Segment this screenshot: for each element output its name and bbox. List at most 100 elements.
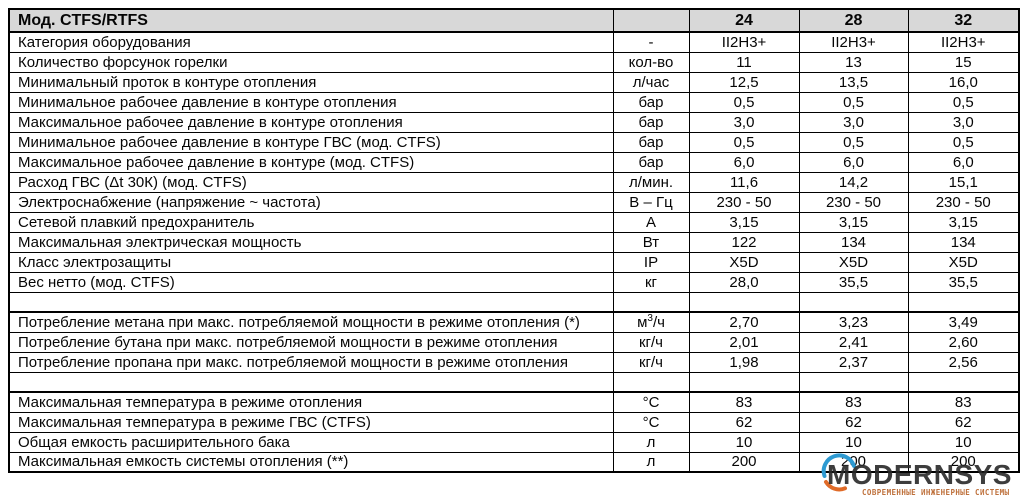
row-value: 0,5 [798, 91, 909, 113]
row-value: 15 [907, 51, 1020, 73]
row-value: 6,0 [907, 151, 1020, 173]
row-label: Максимальное рабочее давление в контуре … [8, 111, 614, 133]
row-value: 10 [688, 431, 800, 453]
row-value: 230 - 50 [688, 191, 800, 213]
spacer-row [8, 371, 1020, 393]
row-unit: кол-во [612, 51, 690, 73]
row-value: 0,5 [798, 131, 909, 153]
row-unit: °С [612, 411, 690, 433]
row-value: X5D [907, 251, 1020, 273]
row-label: Количество форсунок горелки [8, 51, 614, 73]
row-value: 200 [798, 451, 909, 473]
row-value: 6,0 [798, 151, 909, 173]
row-value: 15,1 [907, 171, 1020, 193]
row-label: Минимальный проток в контуре отопления [8, 71, 614, 93]
row-label [8, 371, 614, 393]
row-value: 200 [688, 451, 800, 473]
row-value: 12,5 [688, 71, 800, 93]
spacer-row [8, 291, 1020, 313]
table-title: Мод. CTFS/RTFS [8, 8, 614, 33]
row-value: 10 [907, 431, 1020, 453]
row-value: 62 [688, 411, 800, 433]
table-row: Электроснабжение (напряжение ~ частота) В… [8, 191, 1020, 213]
row-value: 3,0 [907, 111, 1020, 133]
row-label: Электроснабжение (напряжение ~ частота) [8, 191, 614, 213]
row-value: 83 [798, 391, 909, 413]
row-value: 0,5 [907, 91, 1020, 113]
row-value: X5D [688, 251, 800, 273]
row-value: 2,70 [688, 311, 800, 333]
row-label: Максимальная емкость системы отопления (… [8, 451, 614, 473]
row-value: 14,2 [798, 171, 909, 193]
row-label: Класс электрозащиты [8, 251, 614, 273]
table-row: Категория оборудования - II2H3+ II2H3+ II2H3… [8, 31, 1020, 53]
row-value: 134 [798, 231, 909, 253]
row-value: 3,15 [907, 211, 1020, 233]
table-row: Потребление бутана при макс. потребляемо… [8, 331, 1020, 353]
row-label: Общая емкость расширительного бака [8, 431, 614, 453]
row-value: 3,0 [688, 111, 800, 133]
row-value: 13,5 [798, 71, 909, 93]
row-label: Расход ГВС (Δt 30К) (мод. CTFS) [8, 171, 614, 193]
row-value: 11 [688, 51, 800, 73]
table-row: Минимальное рабочее давление в контуре о… [8, 91, 1020, 113]
row-value: 3,0 [798, 111, 909, 133]
row-label: Вес нетто (мод. CTFS) [8, 271, 614, 293]
row-value: 230 - 50 [798, 191, 909, 213]
table-row: Расход ГВС (Δt 30К) (мод. CTFS) л/мин. 11,… [8, 171, 1020, 193]
row-unit: м3/ч [612, 311, 690, 333]
row-value: 83 [907, 391, 1020, 413]
table-row: Максимальная температура в режиме отопле… [8, 391, 1020, 413]
table-row: Минимальное рабочее давление в контуре Г… [8, 131, 1020, 153]
row-unit: - [612, 31, 690, 53]
row-value: 2,60 [907, 331, 1020, 353]
row-value: 13 [798, 51, 909, 73]
watermark-tagline: СОВРЕМЕННЫЕ ИНЖЕНЕРНЫЕ СИСТЕМЫ [862, 488, 1010, 497]
row-value: 35,5 [798, 271, 909, 293]
row-label: Минимальное рабочее давление в контуре Г… [8, 131, 614, 153]
row-value: 200 [907, 451, 1020, 473]
row-value: 0,5 [907, 131, 1020, 153]
row-value [907, 291, 1020, 313]
row-value: 122 [688, 231, 800, 253]
row-unit: кг [612, 271, 690, 293]
row-label: Категория оборудования [8, 31, 614, 53]
row-value [798, 371, 909, 393]
row-value: 3,49 [907, 311, 1020, 333]
row-value: 3,15 [688, 211, 800, 233]
row-value: 2,41 [798, 331, 909, 353]
row-value: X5D [798, 251, 909, 273]
row-label: Потребление бутана при макс. потребляемо… [8, 331, 614, 353]
row-unit: кг/ч [612, 351, 690, 373]
row-unit: л [612, 451, 690, 473]
row-unit: бар [612, 111, 690, 133]
row-value: 6,0 [688, 151, 800, 173]
row-label: Минимальное рабочее давление в контуре о… [8, 91, 614, 113]
row-unit: В – Гц [612, 191, 690, 213]
row-value: 230 - 50 [907, 191, 1020, 213]
row-unit: IP [612, 251, 690, 273]
table-row: Минимальный проток в контуре отопления л/… [8, 71, 1020, 93]
row-value: 11,6 [688, 171, 800, 193]
row-value [798, 291, 909, 313]
table-row: Общая емкость расширительного бака л 10 10 1… [8, 431, 1020, 453]
table-row: Вес нетто (мод. CTFS) кг 28,0 35,5 35,5 [8, 271, 1020, 293]
table-row: Максимальная электрическая мощность Вт 122… [8, 231, 1020, 253]
row-label: Потребление пропана при макс. потребляем… [8, 351, 614, 373]
table-row: Сетевой плавкий предохранитель А 3,15 3,15 3… [8, 211, 1020, 233]
table-row: Максимальное рабочее давление в контуре … [8, 151, 1020, 173]
row-value: 3,23 [798, 311, 909, 333]
row-value: 2,56 [907, 351, 1020, 373]
table-header-row: Мод. CTFS/RTFS 24 28 32 [8, 8, 1020, 33]
row-label: Максимальное рабочее давление в контуре … [8, 151, 614, 173]
table-row: Максимальное рабочее давление в контуре … [8, 111, 1020, 133]
row-value: II2H3+ [688, 31, 800, 53]
row-label: Максимальная температура в режиме ГВС (C… [8, 411, 614, 433]
row-value: 62 [907, 411, 1020, 433]
row-value [688, 291, 800, 313]
row-label: Сетевой плавкий предохранитель [8, 211, 614, 233]
table-row: Класс электрозащиты IP X5D X5D X5D [8, 251, 1020, 273]
row-value: 0,5 [688, 91, 800, 113]
row-label: Максимальная электрическая мощность [8, 231, 614, 253]
